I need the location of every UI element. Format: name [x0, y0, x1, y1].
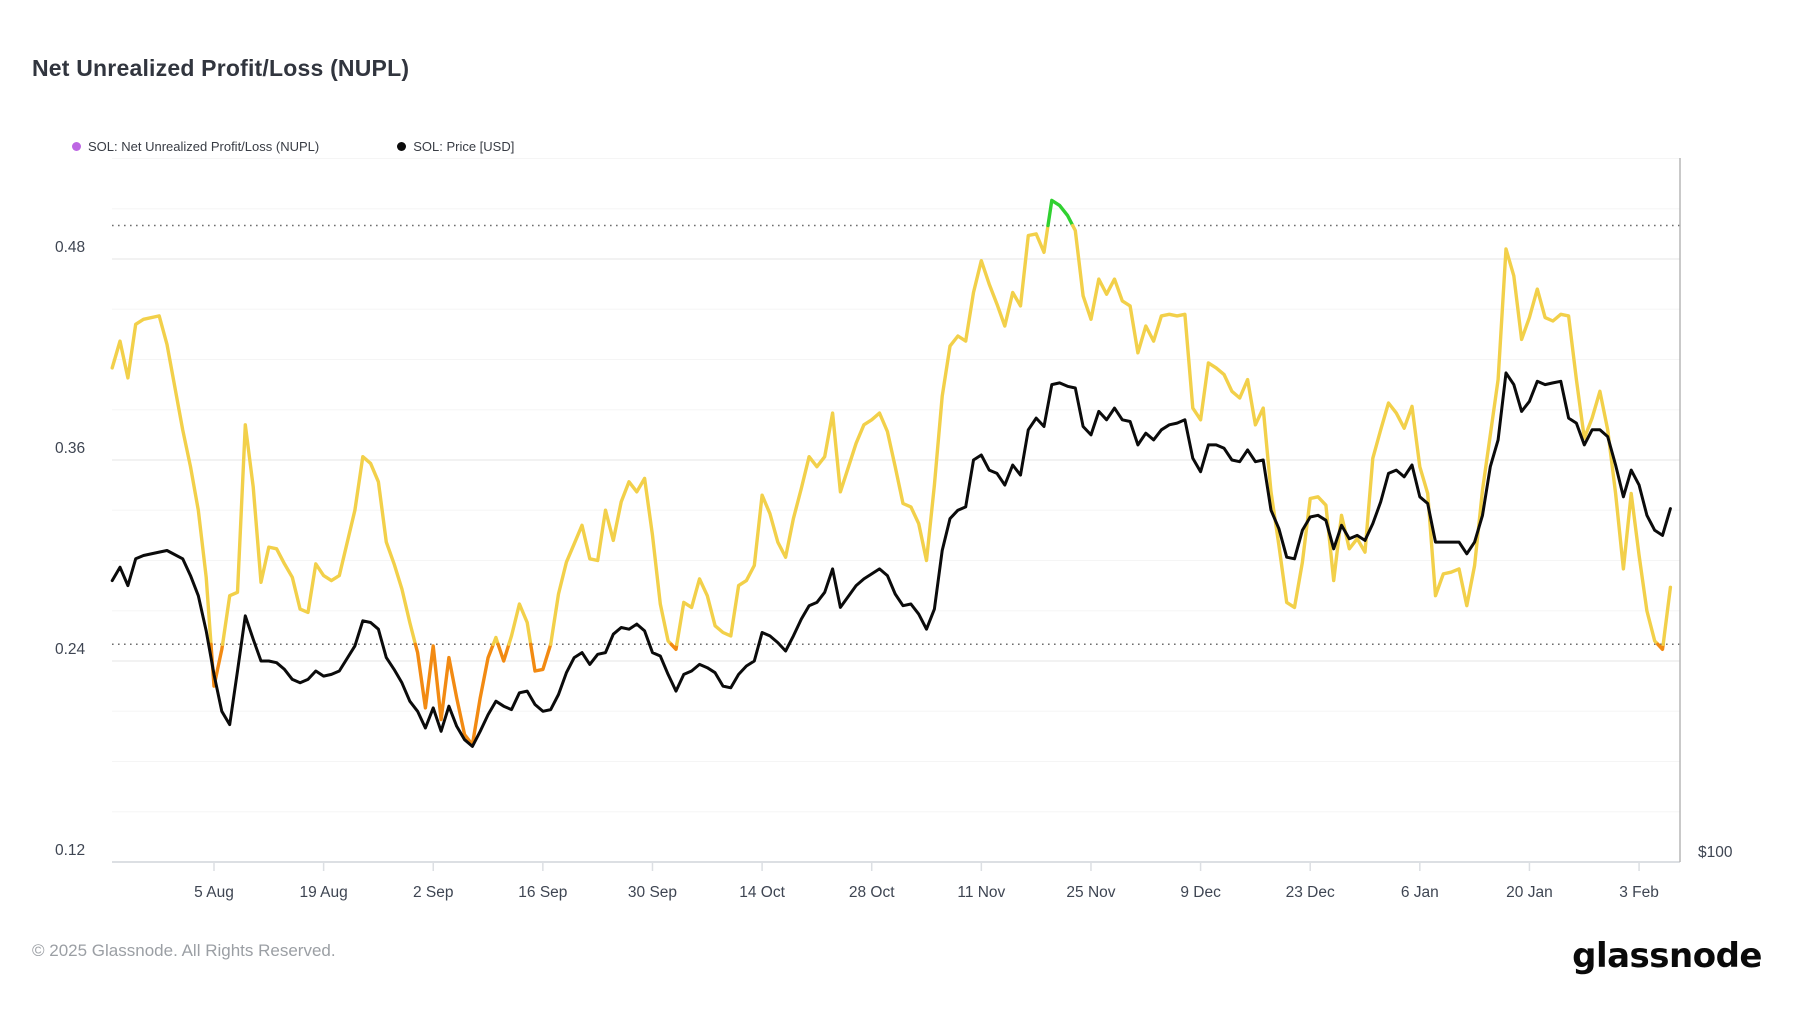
- x-tick-label: 23 Dec: [1286, 884, 1335, 901]
- legend-dot-price-icon: [397, 142, 407, 151]
- x-tick-label: 2 Sep: [413, 884, 454, 901]
- nupl-line-segment: [529, 642, 553, 673]
- legend-label-price: SOL: Price [USD]: [413, 139, 515, 154]
- legend-item-nupl[interactable]: SOL: Net Unrealized Profit/Loss (NUPL): [72, 139, 319, 154]
- x-tick-label: 5 Aug: [194, 884, 234, 901]
- y-axis-right: $100: [1698, 844, 1733, 861]
- plot-frame: [112, 158, 1681, 863]
- x-tick-label: 14 Oct: [739, 884, 785, 901]
- gridlines: [112, 158, 1680, 813]
- chart-legend: SOL: Net Unrealized Profit/Loss (NUPL) S…: [72, 139, 514, 154]
- x-tick-label: 11 Nov: [957, 884, 1005, 901]
- price-series: [110, 371, 1672, 748]
- x-tick-label: 25 Nov: [1066, 884, 1115, 901]
- nupl-line-segment: [491, 635, 500, 646]
- price-line: [110, 371, 1672, 748]
- x-tick-label: 30 Sep: [628, 884, 677, 901]
- x-tick-label: 20 Jan: [1506, 884, 1553, 901]
- y-right-axis-label: $100: [1698, 844, 1733, 861]
- x-axis-labels: 5 Aug 19 Aug 2 Sep 16 Sep 30 Sep 14 Oct 28 Oct…: [194, 862, 1659, 901]
- nupl-line-segment: [549, 476, 673, 646]
- nupl-line-segment: [675, 223, 1050, 646]
- nupl-line-segment: [496, 642, 511, 663]
- x-tick-label: 16 Sep: [518, 884, 567, 901]
- nupl-line-segment: [110, 314, 213, 646]
- legend-item-price[interactable]: SOL: Price [USD]: [397, 139, 514, 154]
- threshold-dotted-lines: [112, 224, 1680, 646]
- y-tick-label: 0.48: [55, 239, 85, 256]
- nupl-line: [110, 198, 1673, 747]
- x-tick-label: 3 Feb: [1619, 884, 1659, 901]
- nupl-line-segment: [507, 602, 533, 646]
- x-tick-label: 19 Aug: [299, 884, 347, 901]
- nupl-line-segment: [1046, 198, 1075, 228]
- x-tick-label: 28 Oct: [849, 884, 895, 901]
- y-axis-labels: 0.48 0.36 0.24 0.12: [55, 239, 86, 859]
- nupl-line-segment: [413, 642, 495, 747]
- y-tick-label: 0.24: [55, 641, 86, 658]
- y-tick-label: 0.12: [55, 842, 85, 859]
- glassnode-logo: glassnode: [1572, 936, 1762, 976]
- legend-label-nupl: SOL: Net Unrealized Profit/Loss (NUPL): [88, 139, 320, 154]
- copyright-text: © 2025 Glassnode. All Rights Reserved.: [32, 941, 336, 960]
- x-tick-label: 6 Jan: [1401, 884, 1439, 901]
- nupl-line-segment: [1661, 585, 1673, 646]
- y-tick-label: 0.36: [55, 440, 85, 457]
- x-tick-label: 9 Dec: [1180, 884, 1221, 901]
- nupl-line-segment: [220, 423, 418, 646]
- page-title: Net Unrealized Profit/Loss (NUPL): [32, 55, 410, 82]
- nupl-line-segment: [1070, 223, 1660, 646]
- legend-dot-nupl-icon: [72, 142, 81, 151]
